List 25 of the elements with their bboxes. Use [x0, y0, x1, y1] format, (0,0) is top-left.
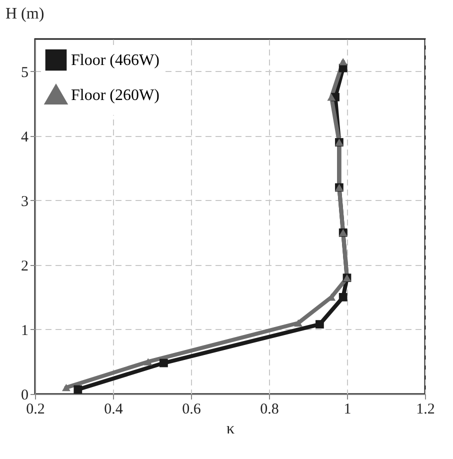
y-tick-label: 5	[21, 64, 28, 81]
x-tick-label: 0.6	[182, 402, 202, 418]
y-tick-label: 1	[21, 322, 28, 339]
x-tick-label: 0.2	[26, 402, 45, 418]
point	[62, 384, 70, 392]
point	[160, 358, 168, 368]
y-tick-label: 2	[21, 258, 28, 274]
point	[338, 58, 348, 66]
y-axis-title: H (m)	[6, 6, 44, 22]
point	[294, 319, 302, 327]
y-tick-label: 0	[21, 388, 28, 404]
legend-label: Floor (260W)	[71, 87, 160, 104]
legend-label: Floor (466W)	[71, 52, 160, 69]
x-tick-label: 0.8	[260, 402, 279, 418]
point	[74, 385, 82, 394]
point	[327, 93, 336, 101]
point	[338, 293, 348, 302]
point	[144, 358, 152, 366]
x-axis-title: κ	[226, 420, 235, 438]
x-tick-label: 0.4	[104, 402, 124, 418]
x-tick-label: 1.2	[416, 402, 435, 418]
y-tick-label: 4	[21, 129, 29, 146]
point	[316, 320, 324, 328]
y-tick-label: 3	[21, 194, 28, 210]
x-tick-label: 1	[344, 402, 352, 418]
